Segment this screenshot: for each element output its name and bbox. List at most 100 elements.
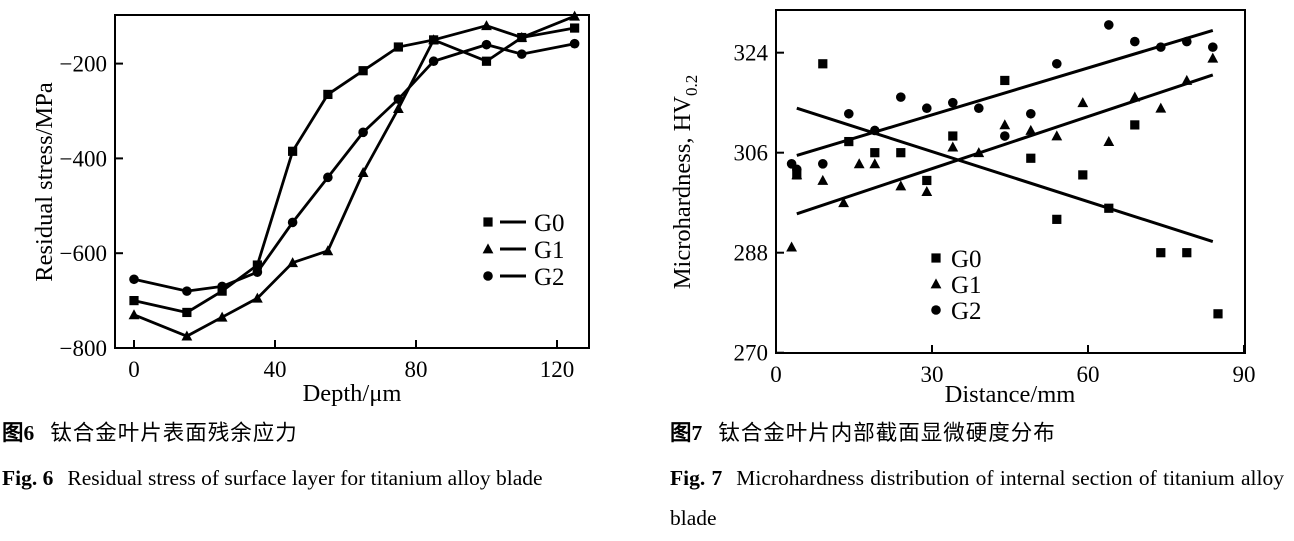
square-marker: [393, 42, 403, 52]
trend-line-g2: [796, 29, 1214, 157]
y-tick-label: 324: [734, 41, 769, 66]
circle-marker: [516, 49, 527, 59]
square-marker: [1026, 153, 1036, 163]
microhardness-chart: 0 30 60 90 270 288 306 324 Distance/mm Microhardn…: [669, 9, 1256, 408]
square-marker: [570, 23, 580, 33]
x-tick-label: 60: [1077, 362, 1100, 387]
triangle-marker: [1181, 74, 1193, 85]
legend-label-g1: G1: [534, 237, 565, 264]
square-marker: [288, 146, 298, 156]
triangle-marker: [322, 245, 334, 256]
circle-marker: [481, 39, 492, 50]
square-marker: [922, 175, 932, 186]
triangle-marker: [930, 278, 942, 289]
circle-marker: [1052, 58, 1062, 69]
triangle-marker: [287, 257, 299, 268]
circle-marker: [896, 92, 906, 102]
y-tick-label: 288: [734, 241, 769, 266]
legend-label-g0: G0: [951, 246, 982, 273]
y-tick-label: −200: [60, 52, 107, 77]
series-line: [133, 14, 576, 338]
square-marker: [870, 148, 880, 158]
figure-6: 0 40 80 120 −800 −600 −400 −200 Depth/μm Residual…: [2, 10, 648, 490]
axes: 0 30 60 90 270 288 306 324 Distance/mm Microhardn…: [669, 41, 1256, 408]
series-g0: [129, 23, 580, 318]
triangle-marker: [791, 169, 803, 180]
trend-line-g0: [796, 106, 1214, 244]
triangle-marker: [895, 180, 907, 191]
square-marker: [1213, 309, 1223, 319]
y-tick-label: −600: [60, 241, 107, 266]
triangle-marker: [1155, 102, 1167, 113]
series-line: [133, 42, 575, 293]
triangle-marker: [128, 309, 140, 320]
square-marker: [818, 59, 828, 69]
residual-stress-chart: 0 40 80 120 −800 −600 −400 −200 Depth/μm Residual…: [31, 10, 590, 407]
circle-marker: [931, 305, 941, 315]
square-marker: [1182, 248, 1192, 258]
triangle-marker: [516, 31, 528, 42]
legend-label-g0: G0: [534, 210, 565, 237]
triangle-marker: [817, 174, 829, 185]
square-marker: [1052, 214, 1062, 224]
x-tick-label: 0: [770, 362, 782, 387]
axes: 0 40 80 120 −800 −600 −400 −200 Depth/μm Residual…: [31, 52, 574, 407]
figure7-cn-label: 图7: [670, 421, 703, 445]
square-marker: [1104, 203, 1114, 213]
legend-label-g1: G1: [951, 272, 982, 299]
square-marker: [931, 253, 941, 263]
circle-marker: [129, 274, 139, 285]
triangle-marker: [1207, 52, 1219, 63]
circle-marker: [358, 127, 368, 138]
figure7-cn-text: 钛合金叶片内部截面显微硬度分布: [718, 421, 1056, 445]
circle-marker: [323, 172, 333, 183]
square-marker: [948, 131, 958, 141]
square-marker: [1000, 75, 1010, 86]
triangle-marker: [1103, 135, 1115, 146]
figure6-cn-text: 钛合金叶片表面残余应力: [50, 421, 298, 445]
plot-frame: [114, 14, 590, 349]
x-tick-label: 120: [540, 357, 575, 382]
y-tick-label: 270: [734, 341, 769, 366]
square-marker: [252, 260, 262, 270]
triangle-marker: [1077, 97, 1089, 108]
triangle-marker: [1051, 130, 1063, 141]
circle-marker: [948, 97, 958, 108]
figure-7: 0 30 60 90 270 288 306 324 Distance/mm Microhardn…: [648, 0, 1294, 541]
triangle-marker: [1129, 91, 1141, 102]
figure6-cn-label: 图6: [2, 421, 35, 445]
circle-marker: [287, 217, 298, 228]
figure6-en-text: Residual stress of surface layer for tit…: [67, 466, 543, 490]
circle-marker: [217, 281, 227, 292]
circle-marker: [393, 94, 404, 104]
series-g1: [128, 10, 581, 341]
triangle-marker: [392, 103, 404, 114]
circle-marker: [818, 158, 828, 169]
figure6-caption-cn: 图6 钛合金叶片表面残余应力: [2, 416, 648, 447]
square-marker: [1156, 248, 1166, 258]
y-tick-label: −400: [60, 146, 107, 171]
circle-marker: [1208, 42, 1218, 52]
circle-marker: [569, 38, 580, 49]
circle-marker: [844, 108, 854, 119]
triangle-marker: [481, 20, 492, 31]
triangle-marker: [973, 147, 985, 158]
figure6-en-label: Fig. 6: [2, 466, 54, 490]
circle-marker: [428, 56, 439, 67]
triangle-marker: [357, 167, 369, 178]
triangle-marker: [569, 10, 581, 21]
triangle-marker: [999, 119, 1011, 130]
y-axis-label: Microhardness, HV0.2: [669, 75, 701, 290]
square-marker: [481, 56, 492, 66]
circle-marker: [182, 286, 192, 296]
series-g2: [129, 38, 580, 296]
circle-marker: [792, 164, 802, 175]
legend-label-g2: G2: [951, 298, 982, 325]
y-tick-label: −800: [60, 336, 107, 361]
figure7-en-text: Microhardness distribution of internal s…: [670, 466, 1285, 530]
triangle-marker: [1025, 124, 1037, 135]
y-tick-label: 306: [734, 141, 769, 166]
circle-marker: [483, 271, 493, 281]
